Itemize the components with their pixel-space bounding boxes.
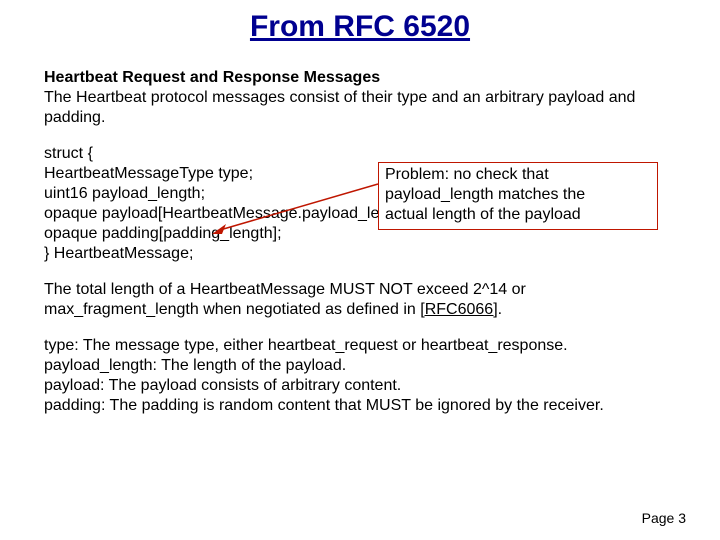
slide-body: Heartbeat Request and Response Messages … [44, 68, 684, 432]
field-line: payload_length: The length of the payloa… [44, 357, 346, 374]
struct-line: struct { [44, 144, 684, 164]
problem-line: Problem: no check that [385, 165, 651, 185]
total-length-paragraph: The total length of a HeartbeatMessage M… [44, 280, 684, 320]
problem-line: payload_length matches the [385, 185, 651, 205]
total-length-text-b: . [498, 301, 502, 318]
field-line: padding: The padding is random content t… [44, 397, 604, 414]
page-number: Page 3 [642, 510, 686, 526]
fields-paragraph: type: The message type, either heartbeat… [44, 336, 684, 416]
problem-line: actual length of the payload [385, 205, 651, 225]
field-line: type: The message type, either heartbeat… [44, 337, 568, 354]
struct-line: } HeartbeatMessage; [44, 244, 684, 264]
section-heading: Heartbeat Request and Response Messages [44, 69, 380, 86]
slide: From RFC 6520 Heartbeat Request and Resp… [0, 0, 720, 540]
intro-text: The Heartbeat protocol messages consist … [44, 89, 635, 126]
problem-callout-box: Problem: no check that payload_length ma… [378, 162, 658, 230]
intro-paragraph: Heartbeat Request and Response Messages … [44, 68, 684, 128]
rfc-link[interactable]: [RFC6066] [420, 301, 497, 318]
field-line: payload: The payload consists of arbitra… [44, 377, 401, 394]
slide-title: From RFC 6520 [0, 10, 720, 44]
